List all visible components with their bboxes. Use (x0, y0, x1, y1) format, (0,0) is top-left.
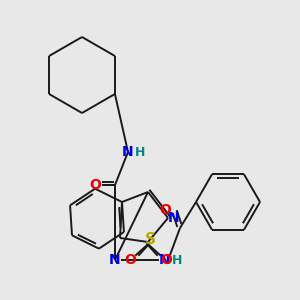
Text: O: O (124, 253, 136, 267)
Text: H: H (135, 146, 145, 158)
Text: N: N (159, 253, 171, 267)
Text: H: H (172, 254, 182, 266)
Text: O: O (89, 178, 101, 192)
Text: S: S (145, 232, 155, 247)
Text: N: N (122, 145, 134, 159)
Text: O: O (159, 203, 171, 217)
Text: N: N (168, 211, 180, 225)
Text: N: N (109, 253, 121, 267)
Text: O: O (160, 253, 172, 267)
